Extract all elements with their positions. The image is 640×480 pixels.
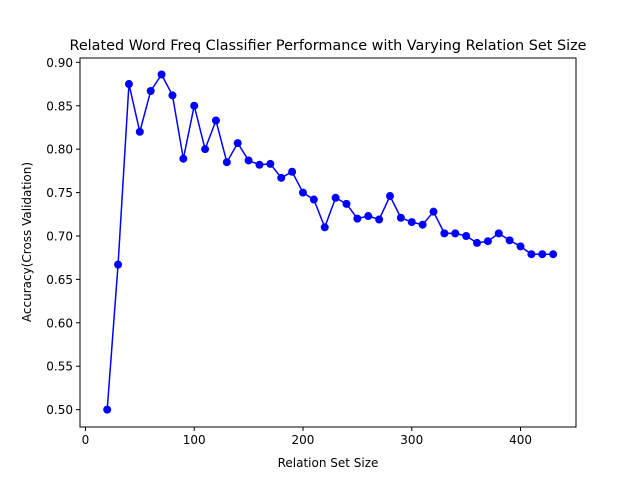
data-point <box>516 242 525 251</box>
y-tick-label: 0.80 <box>46 143 73 157</box>
x-axis-ticks: 0 100 200 300 400 <box>82 427 532 447</box>
data-point <box>353 214 362 223</box>
data-point <box>124 80 133 89</box>
data-point <box>168 91 177 100</box>
chart-title: Related Word Freq Classifier Performance… <box>69 38 586 54</box>
data-point <box>298 188 307 197</box>
data-point <box>386 192 394 201</box>
data-point <box>418 220 427 229</box>
y-tick-label: 0.50 <box>46 403 73 417</box>
x-tick-label: 400 <box>509 433 532 447</box>
data-point <box>494 229 503 238</box>
data-point <box>342 199 351 208</box>
data-point <box>135 127 144 136</box>
data-point <box>407 218 416 227</box>
x-tick-label: 0 <box>82 433 90 447</box>
y-tick-label: 0.70 <box>46 229 73 243</box>
y-tick-label: 0.90 <box>46 56 73 70</box>
data-point <box>549 250 558 259</box>
data-point <box>375 215 384 224</box>
plot-area-border <box>79 57 577 428</box>
data-point <box>190 101 199 110</box>
data-point <box>440 229 449 238</box>
data-point <box>103 405 112 414</box>
data-point <box>320 223 329 232</box>
y-axis-label: Accuracy(Cross Validation) <box>20 162 34 322</box>
data-point <box>201 145 210 154</box>
data-point <box>179 154 188 163</box>
data-point <box>429 207 438 216</box>
data-point <box>266 159 275 168</box>
data-point <box>255 160 264 169</box>
y-tick-label: 0.85 <box>46 99 73 113</box>
data-point <box>396 213 405 222</box>
data-point <box>233 139 242 148</box>
y-tick-label: 0.55 <box>46 360 73 374</box>
y-tick-label: 0.75 <box>46 186 73 200</box>
data-point <box>288 167 297 176</box>
data-point <box>451 229 460 238</box>
x-tick-label: 200 <box>292 433 315 447</box>
data-point <box>114 260 123 269</box>
data-point <box>462 231 471 240</box>
x-tick-label: 100 <box>183 433 206 447</box>
data-point <box>211 116 220 125</box>
y-tick-label: 0.65 <box>46 273 73 287</box>
data-point <box>505 236 514 245</box>
data-point <box>364 212 373 221</box>
data-point <box>309 195 318 204</box>
data-point <box>527 250 536 259</box>
series-accuracy <box>103 70 558 414</box>
data-point <box>244 156 253 165</box>
data-point <box>157 70 166 79</box>
data-point <box>538 250 547 259</box>
x-axis-label: Relation Set Size <box>278 456 379 470</box>
data-point <box>483 237 492 246</box>
data-point <box>473 238 482 247</box>
data-point <box>146 86 155 95</box>
data-point <box>277 173 286 182</box>
data-point <box>222 158 231 167</box>
y-axis-ticks: 0.50 0.55 0.60 0.65 0.70 0.75 0.80 0.85 0.90 <box>46 56 80 417</box>
plot-frame <box>79 57 577 428</box>
x-tick-label: 300 <box>400 433 423 447</box>
data-point <box>331 193 340 202</box>
y-tick-label: 0.60 <box>46 316 73 330</box>
